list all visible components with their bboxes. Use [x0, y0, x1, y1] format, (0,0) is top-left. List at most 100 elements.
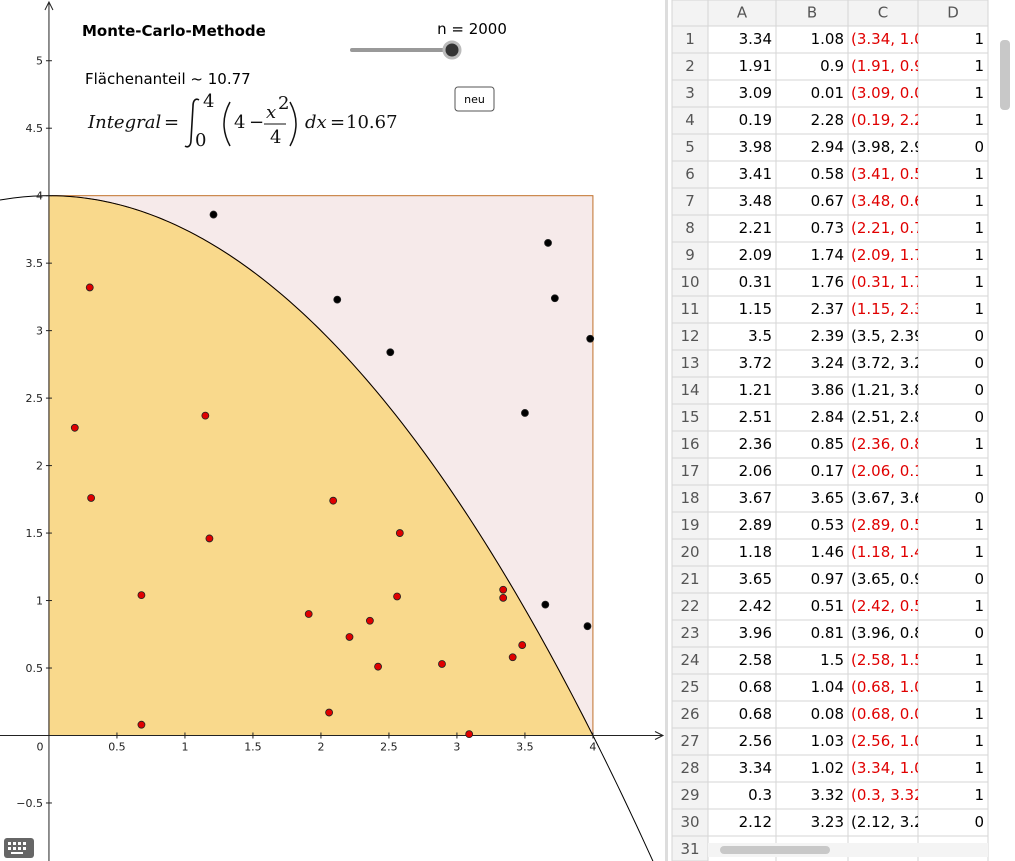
sample-point: [365, 616, 374, 625]
formula-differential: dx: [305, 112, 327, 133]
x-tick-label: 1: [181, 740, 188, 753]
cell-d: 1: [974, 786, 984, 804]
y-tick-label: 2.5: [25, 392, 43, 405]
cell-a: 1.21: [739, 381, 772, 399]
cell-b: 1.76: [811, 273, 844, 291]
cell-a: 3.98: [739, 138, 772, 156]
sample-point: [137, 720, 146, 729]
row-header: 20: [680, 543, 699, 561]
sample-point: [541, 600, 550, 609]
new-button[interactable]: [454, 86, 495, 112]
cell-c: (2.56, 1.03): [851, 732, 939, 750]
x-tick-label: 3.5: [516, 740, 534, 753]
cell-d: 1: [974, 30, 984, 48]
cell-b: 0.51: [811, 597, 844, 615]
cell-b: 3.65: [811, 489, 844, 507]
cell-b: 1.03: [811, 732, 844, 750]
keyboard-icon: [8, 842, 26, 854]
button-label: neu: [464, 93, 485, 106]
sample-point: [345, 633, 354, 641]
formula-divisor: 4: [270, 127, 281, 148]
cell-c: (1.91, 0.9): [851, 57, 930, 75]
cell-a: 2.89: [739, 516, 772, 534]
cell-b: 1.02: [811, 759, 844, 777]
cell-c: (0.68, 1.04): [851, 678, 939, 696]
cell-a: 0.68: [739, 678, 772, 696]
lower-limit: 0: [195, 130, 206, 151]
sample-point: [209, 210, 218, 219]
cell-b: 0.01: [811, 84, 844, 102]
spreadsheet: A B C D1 3.34 1.08 (3.34, 1.08) 12 1.91 0.9 (1.91,…: [668, 0, 1015, 861]
cell-d: 1: [974, 246, 984, 264]
row-header: 29: [680, 786, 699, 804]
cell-d: 1: [974, 111, 984, 129]
cell-a: 0.68: [739, 705, 772, 723]
cell-d: 1: [974, 705, 984, 723]
cell-c: (3.98, 2.94): [851, 138, 939, 156]
sample-point: [325, 708, 334, 717]
y-axis-arrow: [44, 0, 54, 11]
h-scrollbar: [720, 846, 830, 854]
cell-b: 1.74: [811, 246, 844, 264]
cell-d: 1: [974, 300, 984, 318]
cell-a: 1.91: [739, 57, 772, 75]
row-header: 12: [680, 327, 699, 345]
cell-b: 0.85: [811, 435, 844, 453]
y-tick-label: 3: [36, 325, 43, 338]
row-header: 11: [680, 300, 699, 318]
cell-c: (3.96, 0.81): [851, 624, 939, 642]
cell-c: (0.19, 2.28): [851, 111, 939, 129]
formula-variable: x: [266, 102, 276, 123]
cell-c: (2.58, 1.5): [851, 651, 930, 669]
cell-c: (1.15, 2.37): [851, 300, 939, 318]
cell-a: 3.34: [739, 30, 772, 48]
cell-b: 3.32: [811, 786, 844, 804]
row-header: 2: [685, 57, 695, 75]
cell-d: 1: [974, 732, 984, 750]
formula-equals2: =: [330, 112, 345, 133]
x-tick-label: 1.5: [244, 740, 262, 753]
column-header: D: [947, 4, 959, 22]
cell-a: 3.96: [739, 624, 772, 642]
cell-b: 0.08: [811, 705, 844, 723]
row-header: 19: [680, 516, 699, 534]
cell-b: 2.28: [811, 111, 844, 129]
cell-d: 0: [974, 138, 984, 156]
formula-exponent: 2: [278, 93, 289, 114]
formula-constant: 4: [234, 112, 245, 133]
sample-point: [386, 348, 395, 357]
cell-c: (3.41, 0.58): [851, 165, 939, 183]
row-header: 28: [680, 759, 699, 777]
cell-d: 0: [974, 813, 984, 831]
cell-c: (0.3, 3.32): [851, 786, 930, 804]
y-tick-label: 5: [36, 55, 43, 68]
cell-d: 0: [974, 354, 984, 372]
row-header: 23: [680, 624, 699, 642]
cell-c: (3.67, 3.65): [851, 489, 939, 507]
cell-c: (3.5, 2.39): [851, 327, 930, 345]
x-tick-label: 3: [453, 740, 460, 753]
x-tick-label: 2: [317, 740, 324, 753]
sample-point: [329, 496, 338, 505]
y-tick-label: −0.5: [16, 797, 43, 810]
slider-label: n = 2000: [437, 20, 507, 38]
sample-point: [333, 295, 342, 304]
cell-a: 2.09: [739, 246, 772, 264]
area-label: Flächenanteil ~: [85, 70, 203, 88]
cell-c: (2.09, 1.74): [851, 246, 939, 264]
cell-b: 2.84: [811, 408, 844, 426]
slider-knob[interactable]: [442, 40, 462, 60]
sample-point: [205, 534, 214, 543]
cell-b: 0.81: [811, 624, 844, 642]
cell-a: 3.34: [739, 759, 772, 777]
cell-d: 0: [974, 489, 984, 507]
cell-b: 2.37: [811, 300, 844, 318]
sample-point: [137, 591, 146, 600]
title: Monte-Carlo-Methode: [82, 22, 266, 40]
cell-a: 2.06: [739, 462, 772, 480]
cell-a: 3.09: [739, 84, 772, 102]
paren-open: [223, 101, 231, 147]
row-header: 27: [680, 732, 699, 750]
row-header: 10: [680, 273, 699, 291]
header-row: [671, 0, 989, 27]
